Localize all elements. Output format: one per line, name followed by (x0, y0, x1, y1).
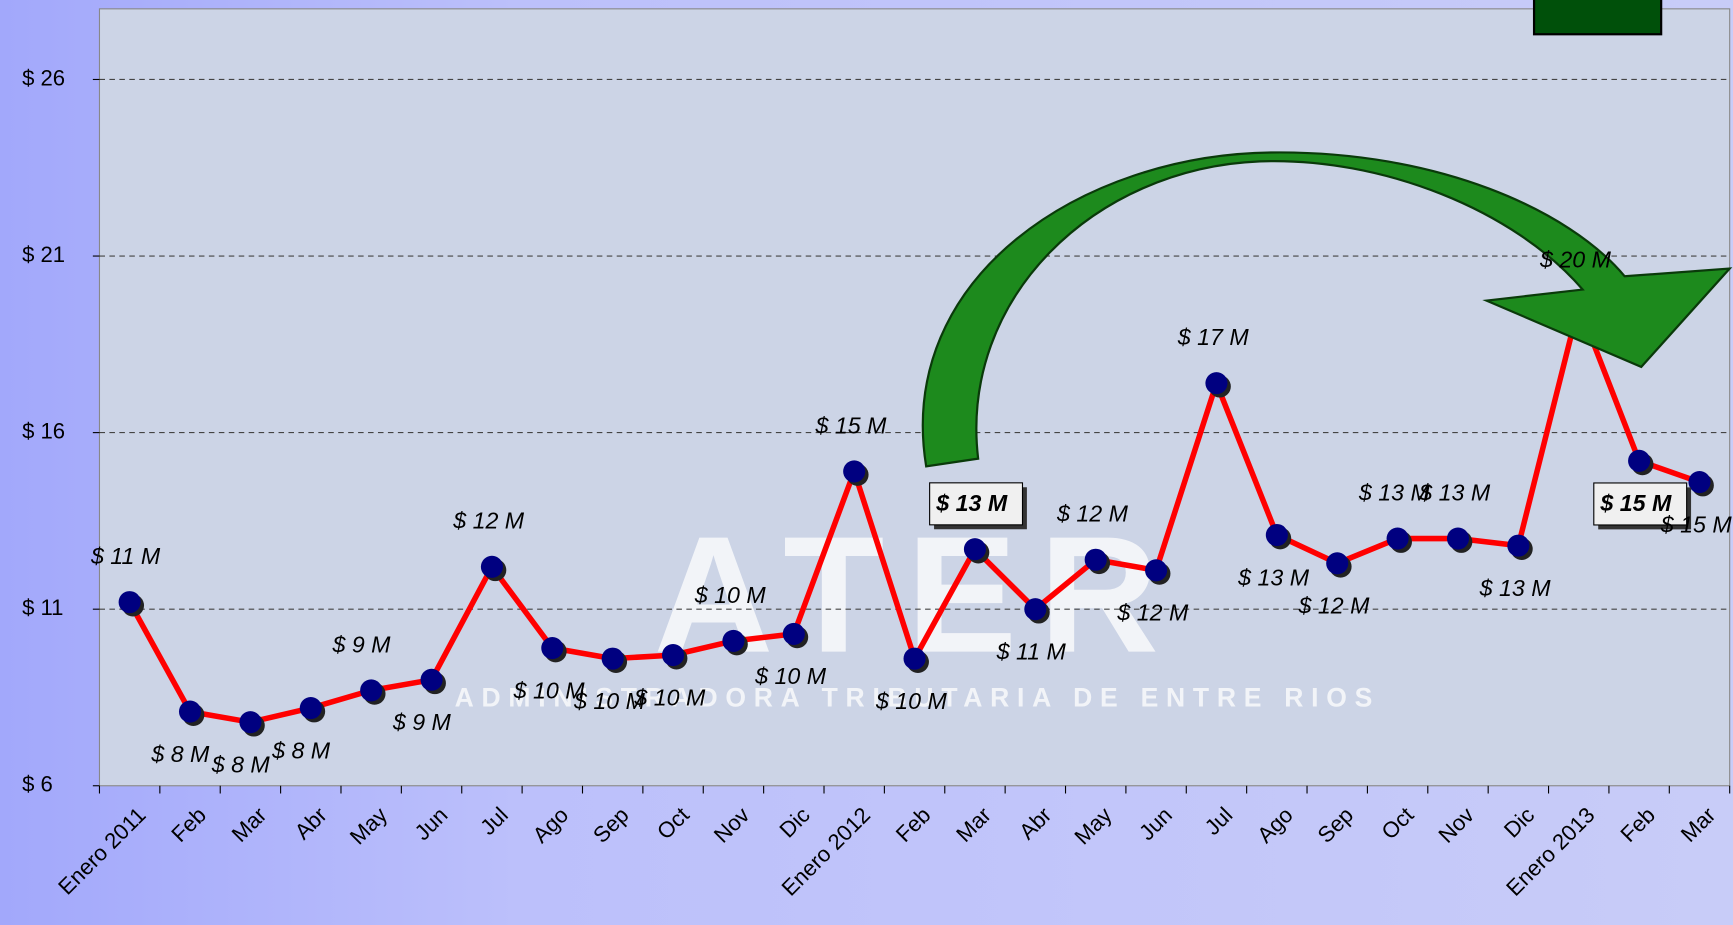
marker (601, 647, 624, 670)
marker (782, 622, 805, 645)
value-label: $ 12 M (1298, 593, 1371, 619)
marker (360, 679, 383, 702)
value-label: $ 10 M (754, 663, 827, 689)
label-box (1593, 482, 1688, 526)
value-label: $ 10 M (513, 677, 586, 703)
value-label: $ 12 M (1116, 600, 1189, 626)
marker (1024, 598, 1047, 621)
value-label: $ 17 M (1177, 324, 1250, 350)
value-label: $ 11 M (996, 639, 1067, 665)
y-tick-label: $ 26 (22, 65, 65, 90)
value-label: $ 12 M (452, 508, 525, 534)
value-label: $ 13 M (1237, 564, 1310, 590)
marker (1084, 548, 1107, 571)
series (118, 294, 1714, 737)
marker (1688, 470, 1711, 494)
value-label: $ 10 M (573, 688, 646, 714)
marker (1507, 534, 1530, 557)
value-label: $ 20 M (1539, 246, 1612, 272)
marker (420, 668, 443, 691)
watermark-subtitle: ADMINISTRADORA TRIBUTARIA DE ENTRE RIOS (455, 683, 1380, 713)
marker (480, 555, 503, 578)
value-label: $ 10 M (633, 684, 706, 710)
marker (963, 538, 987, 561)
marker (1265, 523, 1288, 547)
y-tick-label: $ 11 (22, 595, 63, 620)
green-box (1532, 0, 1663, 36)
value-label: $ 12 M (1056, 501, 1129, 527)
marker (1386, 527, 1409, 550)
marker (1628, 449, 1651, 472)
value-label: $ 13 M (1479, 575, 1552, 601)
marker (178, 700, 202, 723)
value-label: $ 13 M (935, 490, 1008, 516)
marker (1326, 552, 1349, 575)
value-label: $ 15 M (815, 412, 888, 438)
marker (118, 591, 141, 614)
marker (239, 711, 262, 734)
y-tick-label: $ 16 (22, 418, 65, 443)
value-label: $ 9 M (392, 709, 452, 735)
value-label: $ 8 M (211, 752, 271, 778)
y-tick-label: $ 21 (22, 242, 65, 267)
marker (843, 460, 866, 483)
value-label: $ 8 M (271, 737, 331, 763)
value-label: $ 15 M (1599, 490, 1672, 516)
marker (1446, 527, 1470, 550)
marker (662, 644, 685, 667)
value-label: $ 10 M (694, 582, 767, 608)
value-labels: $ 11 M$ 8 M $ 8 M$ 8 M$ 9 M$ 9 M$ 12 M$ 1… (90, 246, 1732, 777)
arrow (921, 151, 1733, 468)
marker (1145, 559, 1168, 582)
y-tick-label: $ 6 (22, 772, 53, 797)
marker (541, 636, 564, 660)
value-label: $ 9 M (331, 631, 391, 657)
value-label: $ 10 M (875, 688, 948, 714)
grid (99, 78, 1730, 610)
marker (903, 647, 926, 670)
value-label: $ 15 M (1660, 511, 1733, 537)
value-label: $ 13 M (1418, 479, 1491, 505)
marker (299, 697, 322, 720)
value-label: $ 13 M (1358, 479, 1431, 505)
marker (1205, 372, 1228, 395)
value-label: $ 11 M (90, 543, 161, 569)
value-label: $ 8 M (150, 741, 210, 767)
marker (722, 629, 745, 653)
label-box (929, 482, 1024, 526)
